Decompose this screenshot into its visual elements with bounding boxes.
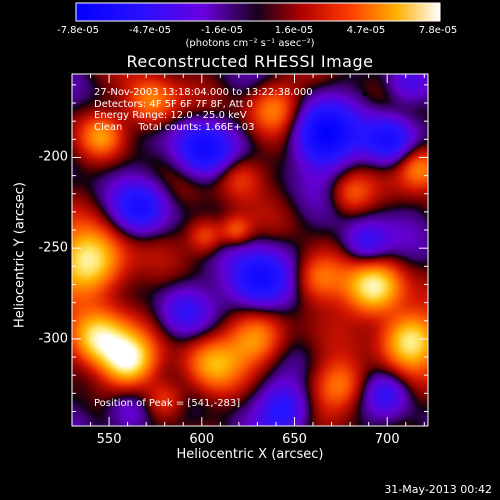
plot-frame [71,73,429,427]
colorbar-tick-label: -7.8e-05 [57,25,99,36]
colorbar [75,2,441,22]
y-tick-label: -200 [38,149,68,165]
footer-timestamp: 31-May-2013 00:42 [384,483,492,496]
x-tick-label: 650 [282,432,307,447]
colorbar-tick-label: 4.7e-05 [346,25,386,36]
peak-marker [362,91,367,96]
x-tick-label: 700 [374,432,400,447]
x-tick-label: 550 [96,432,122,447]
observation-info: 27-Nov-2003 13:18:04.000 to 13:22:38.000… [94,87,313,133]
y-tick-label: -250 [38,240,68,256]
colorbar-tick-label: -4.7e-05 [129,25,171,36]
x-axis-label: Heliocentric X (arcsec) [176,447,324,462]
observation-info-line: 27-Nov-2003 13:18:04.000 to 13:22:38.000 [94,87,313,98]
x-tick-label: 600 [189,432,215,447]
colorbar-tick-label: -1.6e-05 [201,25,243,36]
observation-info-line: Energy Range: 12.0 - 25.0 keV [94,110,247,121]
observation-info-line: Clean Total counts: 1.66E+03 [94,121,255,133]
observation-info-line: Detectors: 4F 5F 6F 7F 8F, Att 0 [94,98,254,110]
colorbar-tick-label: 7.8e-05 [418,25,458,36]
y-axis-label: Heliocentric Y (arcsec) [12,182,28,328]
y-tick-label: -300 [38,331,68,347]
colorbar-tick-label: 1.6e-05 [274,25,314,36]
heatmap-image [72,74,428,426]
colorbar-units-label: (photons cm⁻² s⁻¹ asec⁻²) [185,38,315,49]
colorbar-gradient [75,2,441,22]
chart-title: Reconstructed RHESSI Image [126,52,374,71]
peak-position-label: Position of Peak = [541,-283] [94,398,241,409]
